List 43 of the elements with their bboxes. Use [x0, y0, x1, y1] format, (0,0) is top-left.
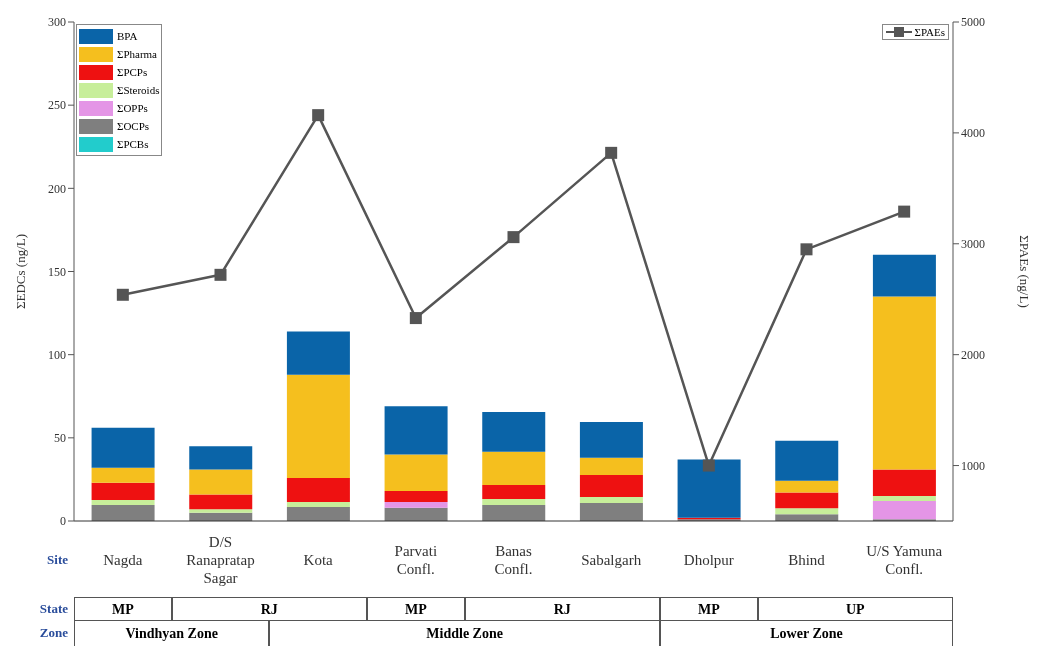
- text: MP: [74, 597, 172, 620]
- y-axis-title: ΣEDCs (ng/L): [12, 233, 28, 310]
- legend-label: ΣSteroids: [117, 84, 160, 96]
- x-tick-label: Bhind: [788, 552, 826, 568]
- text: RJ: [171, 597, 367, 620]
- x-tick-label: Kota: [303, 552, 334, 568]
- text: Vindhyan Zone: [74, 620, 270, 646]
- y2-tick-label: 3000: [961, 237, 985, 252]
- y-tick-label: 300: [48, 15, 66, 30]
- y2-tick-label: 4000: [961, 126, 985, 141]
- legend-label: ΣPCPs: [117, 66, 148, 78]
- legend-label: BPA: [117, 30, 138, 42]
- y-tick-label: 50: [54, 431, 66, 446]
- text: Site: [46, 551, 68, 569]
- text: State: [38, 600, 68, 618]
- x-tick-label: Parvati Confl.: [394, 543, 438, 577]
- y-tick-label: 200: [48, 181, 66, 196]
- x-tick-label: D/S Ranapratap Sagar: [186, 534, 255, 586]
- text: Lower Zone: [660, 620, 953, 646]
- text: Zone: [38, 624, 68, 642]
- y-tick-label: 250: [48, 98, 66, 113]
- legend-label: ΣOCPs: [117, 120, 150, 132]
- y-tick-label: 0: [60, 514, 66, 529]
- legend-label: ΣPharma: [117, 48, 158, 60]
- text: MP: [660, 597, 758, 620]
- x-tick-label: Sabalgarh: [581, 552, 642, 568]
- text: Middle Zone: [269, 620, 660, 646]
- x-tick-label: Nagda: [103, 552, 143, 568]
- legend-label: ΣPAEs: [914, 26, 945, 38]
- text: RJ: [464, 597, 660, 620]
- y2-axis-title: ΣPAEs (ng/L): [1017, 235, 1033, 308]
- legend-label: ΣOPPs: [117, 102, 148, 114]
- x-tick-label: Banas Confl.: [494, 543, 533, 577]
- text: MP: [367, 597, 465, 620]
- x-tick-label: U/S Yamuna Confl.: [866, 543, 943, 577]
- y2-tick-label: 2000: [961, 347, 985, 362]
- y-tick-label: 150: [48, 264, 66, 279]
- legend-label: ΣPCBs: [117, 138, 149, 150]
- y-tick-label: 100: [48, 347, 66, 362]
- y2-tick-label: 5000: [961, 15, 985, 30]
- x-tick-label: Dholpur: [683, 552, 734, 568]
- y2-tick-label: 1000: [961, 458, 985, 473]
- text: UP: [757, 597, 953, 620]
